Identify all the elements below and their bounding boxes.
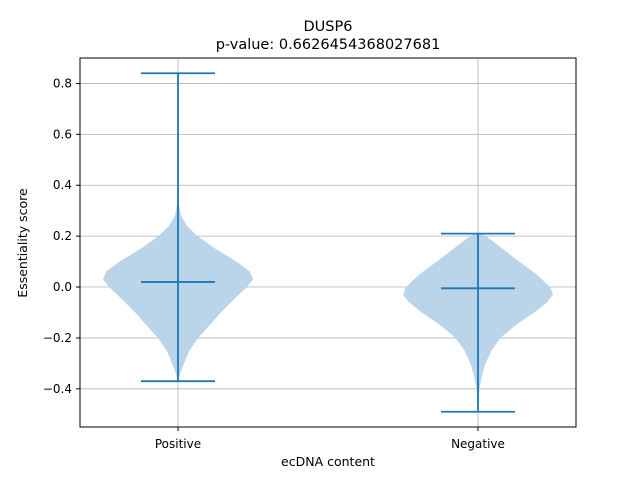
plot-area: −0.4 −0.2 0.0 0.2 0.4 0.6 0.8 Positive Negative	[43, 57, 577, 451]
x-tick-label: Negative	[451, 437, 505, 451]
chart-subtitle: p-value: 0.6626454368027681	[216, 37, 441, 53]
y-axis-label: Essentiality score	[15, 188, 30, 298]
y-tick-label: 0.8	[53, 76, 72, 90]
y-tick-label: 0.0	[53, 280, 72, 294]
y-tick-label: −0.4	[43, 382, 72, 396]
y-tick-label: −0.2	[43, 331, 72, 345]
x-tick-label: Positive	[155, 437, 201, 451]
chart-title: DUSP6	[304, 19, 353, 35]
y-tick-label: 0.6	[53, 127, 72, 141]
y-tick-label: 0.4	[53, 178, 72, 192]
x-axis-label: ecDNA content	[281, 454, 375, 469]
axes-frame	[79, 57, 577, 428]
y-tick-label: 0.2	[53, 229, 72, 243]
